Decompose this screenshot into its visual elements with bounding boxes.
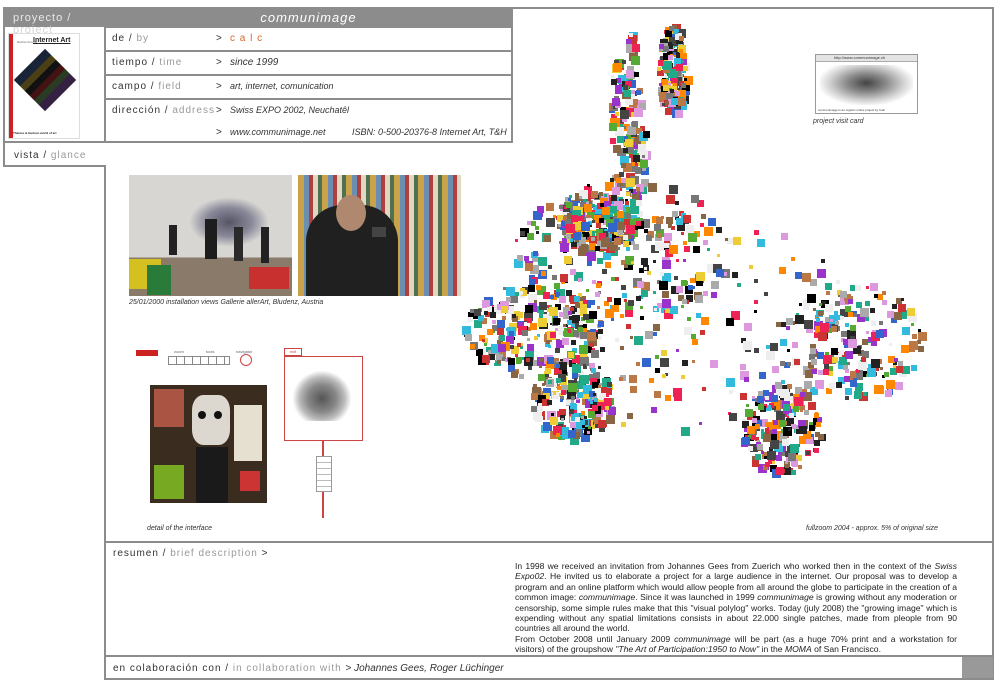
author-value: c a l c (230, 33, 264, 44)
frame-left-top (104, 7, 106, 142)
project-url-link[interactable]: www.communimage.net (230, 127, 326, 137)
summary-paragraph-2: From October 2008 until January 2009 com… (515, 633, 957, 655)
nav-compass-icon[interactable] (240, 354, 252, 366)
interface-exit-button[interactable]: exit (284, 348, 302, 356)
summary-label: resumen / brief description > (113, 548, 269, 559)
corner-block (962, 657, 993, 678)
project-label-es: proyecto (13, 12, 64, 24)
frame-summary-top (104, 541, 994, 543)
title-bar: communimage (106, 7, 511, 28)
time-value: since 1999 (230, 57, 279, 68)
visit-card-footer: communimage is an organic online project… (818, 108, 886, 112)
visit-card-caption: project visit card (813, 118, 864, 125)
detail-row-field: campo / field > art, internet, comunicat… (106, 76, 511, 100)
fullzoom-caption: fullzoom 2004 - approx. 5% of original s… (806, 525, 938, 532)
summary-paragraph-1: In 1998 we received an invitation from J… (515, 561, 957, 634)
book-cover: Rachel Greene Internet Art Thames & Huds… (8, 33, 80, 139)
interface-slider-buttons (316, 456, 332, 492)
frame-top (513, 7, 993, 9)
frame-left-outer (3, 7, 5, 167)
detail-row-time: tiempo / time > since 1999 (106, 52, 511, 76)
interface-caption: detail of the interface (147, 525, 212, 532)
collaborators: Johannes Gees, Roger Lüchinger (354, 663, 504, 674)
book-publisher: Thames & Hudson world of art (13, 131, 57, 135)
frame-collab-top (104, 655, 994, 657)
frame-vista-bottom (5, 165, 105, 167)
project-tab: proyecto / project (5, 7, 104, 36)
installation-photo-2 (298, 175, 461, 296)
interface-toolbar: zoom tools navigator (136, 348, 304, 368)
frame-right-table (511, 7, 513, 142)
collab-row: en colaboración con / in collaboration w… (113, 663, 504, 674)
installation-photo-1 (129, 175, 292, 296)
visit-card: http://www.communimage.ch communimage is… (815, 54, 918, 114)
fullzoom-mosaic (370, 18, 970, 523)
interface-navigator-panel[interactable] (284, 356, 363, 441)
book-title: Internet Art (33, 37, 71, 44)
zoom-controls[interactable] (168, 356, 230, 365)
detail-row-address: dirección / address > Swiss EXPO 2002, N… (112, 105, 507, 138)
frame-table-bottom (5, 141, 513, 143)
isbn-text: ISBN: 0-500-20376-8 Internet Art, T&H (352, 127, 507, 137)
frame-left-main (104, 165, 106, 679)
page-title: communimage (260, 10, 357, 25)
detail-row-by: de / by > c a l c (106, 28, 511, 52)
summary-text: In 1998 we received an invitation from J… (515, 561, 957, 655)
frame-right (992, 7, 994, 679)
book-cover-image (13, 48, 77, 112)
frame-bottom (104, 678, 994, 680)
installation-caption: 25/01/2000 installation views Gallerie a… (129, 299, 324, 306)
visit-card-url: http://www.communimage.ch (834, 55, 886, 60)
vista-label: vista / glance (14, 150, 87, 161)
interface-detail-image (150, 385, 267, 503)
address-value: Swiss EXPO 2002, Neuchatêl (230, 105, 350, 115)
field-value: art, internet, comunication (230, 81, 334, 91)
book-author: Rachel Greene (17, 40, 38, 44)
